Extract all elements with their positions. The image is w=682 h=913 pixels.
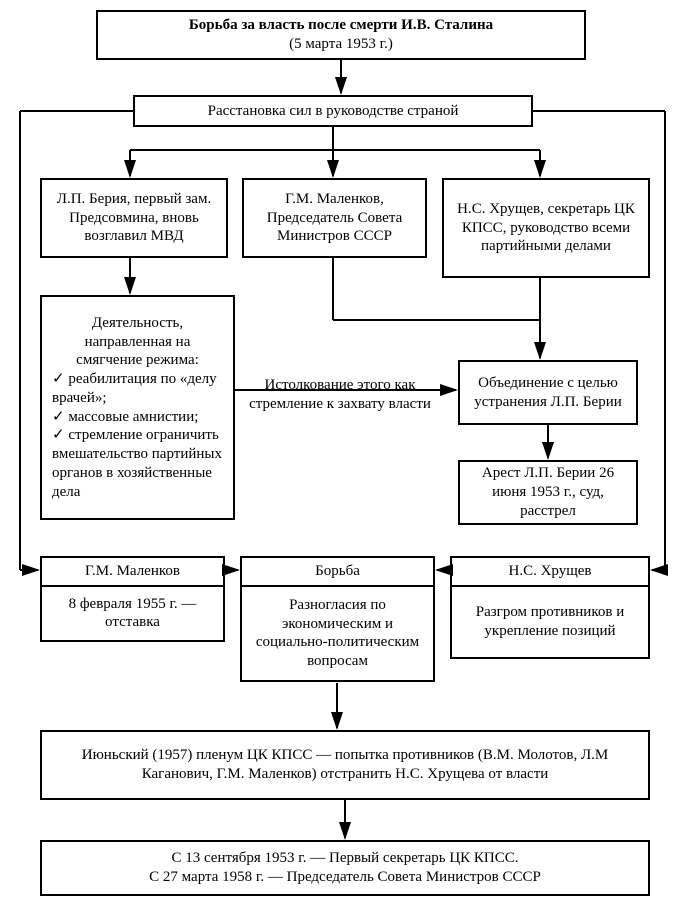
plenum-box: Июньский (1957) пленум ЦК КПСС — попытка… (40, 730, 650, 800)
istolk-label: Истолкование этого как стремление к захв… (240, 370, 440, 420)
khrush-box: Н.С. Хрущев, секретарь ЦК КПСС, руководс… (442, 178, 650, 278)
rasst-box: Расстановка сил в руководстве страной (133, 95, 533, 127)
activity-header: Деятельность, направленная на смягчение … (52, 314, 223, 370)
malenkov-text: Г.М. Маленков, Председатель Совета Минис… (250, 190, 419, 246)
borba-head: Борьба (240, 556, 435, 587)
borba-sub: Разногласия по экономическим и социально… (240, 587, 435, 682)
final-l1: С 13 сентября 1953 г. — Первый секретарь… (48, 849, 642, 868)
title-line1: Борьба за власть после смерти И.В. Стали… (189, 17, 493, 33)
istolk-text: Истолкование этого как стремление к захв… (246, 376, 434, 414)
khrush-text: Н.С. Хрущев, секретарь ЦК КПСС, руководс… (450, 200, 642, 256)
final-box: С 13 сентября 1953 г. — Первый секретарь… (40, 840, 650, 896)
final-l2: С 27 марта 1958 г. — Председатель Совета… (48, 868, 642, 887)
activity-item-2: стремление ограничить вмешательство парт… (52, 426, 223, 501)
khrush2-sub: Разгром противников и укрепление позиций (450, 587, 650, 659)
khrush2-stack: Н.С. Хрущев Разгром противников и укрепл… (450, 556, 650, 659)
activity-item-0: реабилитация по «делу врачей»; (52, 370, 223, 408)
title-box: Борьба за власть после смерти И.В. Стали… (96, 10, 586, 60)
activity-box: Деятельность, направленная на смягчение … (40, 295, 235, 520)
obed-text: Объединение с целью устранения Л.П. Бери… (466, 374, 630, 412)
rasst-text: Расстановка сил в руководстве страной (141, 102, 525, 121)
title-line2: (5 марта 1953 г.) (104, 35, 578, 54)
plenum-text: Июньский (1957) пленум ЦК КПСС — попытка… (48, 746, 642, 784)
arest-box: Арест Л.П. Берии 26 июня 1953 г., суд, р… (458, 460, 638, 525)
arest-text: Арест Л.П. Берии 26 июня 1953 г., суд, р… (466, 464, 630, 520)
khrush2-head: Н.С. Хрущев (450, 556, 650, 587)
malenkov2-stack: Г.М. Маленков 8 февраля 1955 г. — отстав… (40, 556, 225, 642)
beria-box: Л.П. Берия, первый зам. Предсовмина, вно… (40, 178, 228, 258)
obed-box: Объединение с целью устранения Л.П. Бери… (458, 360, 638, 425)
borba-stack: Борьба Разногласия по экономическим и со… (240, 556, 435, 682)
malenkov-box: Г.М. Маленков, Председатель Совета Минис… (242, 178, 427, 258)
activity-item-1: массовые амнистии; (52, 408, 223, 427)
malenkov2-head: Г.М. Маленков (40, 556, 225, 587)
malenkov2-sub: 8 февраля 1955 г. — отставка (40, 587, 225, 642)
beria-text: Л.П. Берия, первый зам. Предсовмина, вно… (48, 190, 220, 246)
